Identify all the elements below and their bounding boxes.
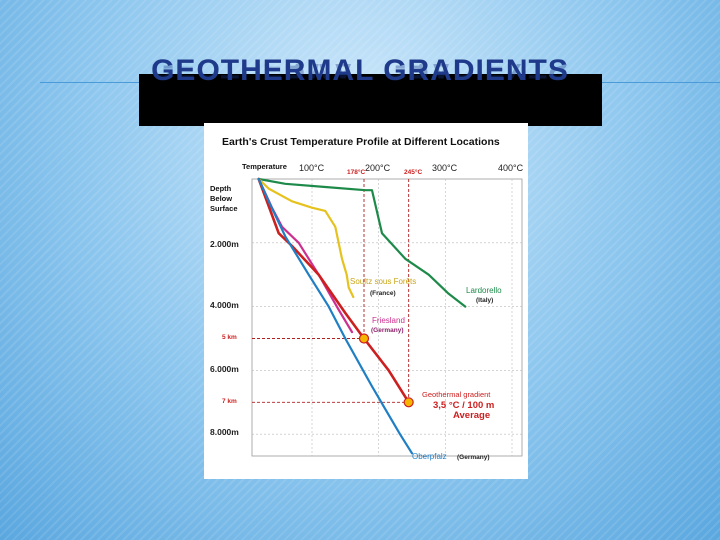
- y-tick-5km: 5 km: [222, 334, 237, 341]
- y-tick-7km: 7 km: [222, 398, 237, 405]
- chart-title: Earth's Crust Temperature Profile at Dif…: [222, 136, 500, 148]
- y-axis-label-line2: Below: [210, 194, 232, 203]
- y-tick-4000: 4.000m: [210, 300, 239, 310]
- x-tick-200: 200°C: [365, 163, 391, 173]
- x-axis-label: Temperature: [242, 162, 287, 171]
- label-friesland-country: (Germany): [371, 327, 404, 334]
- series-line-1: [257, 177, 355, 299]
- series-line-4: [257, 177, 414, 455]
- label-friesland: Friesland: [372, 316, 405, 325]
- label-soultz: Soultz sous Forêts: [350, 277, 416, 286]
- label-lardorello: Lardorello: [466, 286, 502, 295]
- y-axis-label-line3: Surface: [210, 204, 238, 213]
- series-line-3: [257, 177, 410, 404]
- series-line-2: [257, 177, 354, 334]
- label-gradient-note: Average: [453, 410, 490, 421]
- label-lardorello-country: (Italy): [476, 297, 493, 304]
- x-tick-400: 400°C: [498, 163, 524, 173]
- title-bar: [139, 74, 602, 126]
- series-line-0: [257, 177, 467, 308]
- chart-image: Earth's Crust Temperature Profile at Dif…: [204, 123, 528, 479]
- slide-title: GEOTHERMAL GRADIENTS: [151, 54, 569, 87]
- label-oberpfalz-country: (Germany): [457, 454, 490, 461]
- label-oberpfalz: Oberpfalz: [412, 452, 447, 461]
- ref-temp-245: 245°C: [404, 168, 422, 176]
- label-geothermal-gradient: Geothermal gradient: [422, 390, 491, 399]
- plot-area: [251, 177, 523, 457]
- slide-title-reflection: GEOTHERMAL GRADIENTS: [151, 64, 569, 84]
- y-tick-8000: 8.000m: [210, 427, 239, 437]
- y-tick-2000: 2.000m: [210, 239, 239, 249]
- x-tick-300: 300°C: [432, 163, 458, 173]
- ref-temp-178: 178°C: [347, 168, 365, 176]
- plot-frame: [251, 178, 523, 457]
- y-axis-label-line1: Depth: [210, 184, 232, 193]
- temperature-profile-chart: Earth's Crust Temperature Profile at Dif…: [210, 136, 524, 461]
- marker-dot-0: [358, 333, 370, 344]
- marker-dot-1: [403, 397, 414, 408]
- y-tick-6000: 6.000m: [210, 364, 239, 374]
- x-tick-100: 100°C: [299, 163, 325, 173]
- label-soultz-country: (France): [370, 290, 396, 297]
- label-gradient-value: 3,5 °C / 100 m: [433, 400, 494, 411]
